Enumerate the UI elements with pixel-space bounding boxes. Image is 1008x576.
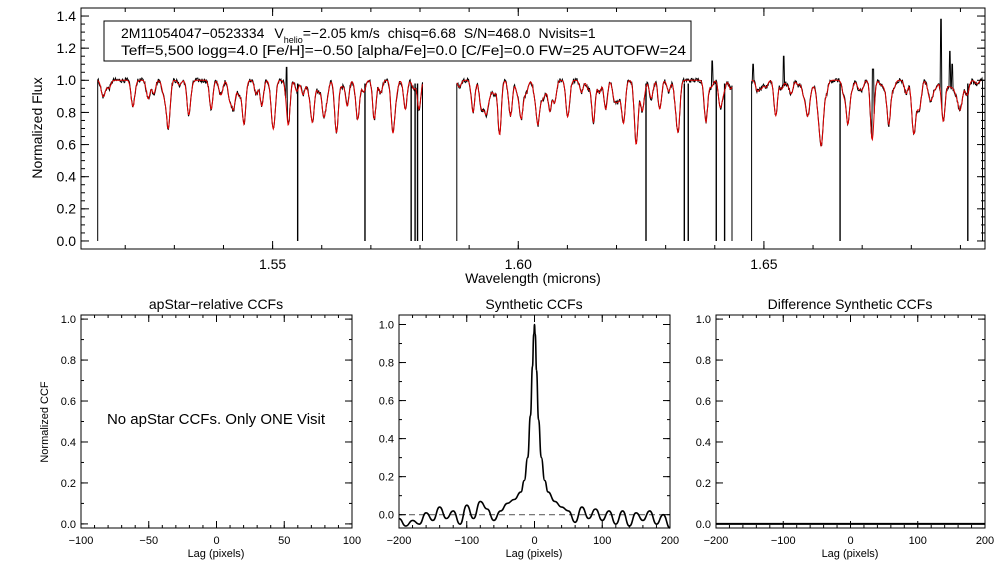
x-tick-label: 1.65: [750, 256, 777, 272]
y-tick-label: 0.2: [696, 478, 711, 490]
y-tick-label: 0.8: [61, 355, 76, 367]
info-line-2: Teff=5,500 logg=4.0 [Fe/H]=−0.50 [alpha/…: [121, 42, 686, 58]
difference-ccf-x-label: Lag (pixels): [822, 548, 879, 560]
difference-ccf-panel: Difference Synthetic CCFs −200 −100 0 100 20…: [696, 296, 994, 560]
difference-ccf-axes-frame: [715, 314, 986, 529]
synthetic-ccf-ticks: −200 −100 0 100 200 0.0 0.2 0.4 0.6 0.8 1.0: [379, 315, 679, 547]
y-tick-label: 0.0: [57, 233, 77, 249]
synthetic-spectrum-line: [97, 79, 423, 134]
x-tick-label: 0: [531, 535, 537, 547]
x-tick-label: −200: [387, 535, 412, 547]
observed-spectrum-line: [456, 60, 733, 241]
y-tick-label: 0.2: [57, 201, 77, 217]
y-tick-label: 1.0: [379, 319, 394, 331]
synthetic-ccf-panel: Synthetic CCFs −200 −100 0 100 200 0.0 0.2 0.4 0…: [379, 296, 679, 560]
synthetic-ccf-axes-frame: [398, 314, 671, 529]
spectrum-panel: 1.55 1.60 1.65 0.0 0.2 0.4 0.6 0.8 1.0 1.2 1.4 Wav…: [29, 7, 986, 286]
synthetic-spectrum-line: [751, 79, 983, 148]
synthetic-ccf-title: Synthetic CCFs: [485, 296, 582, 312]
synthetic-ccf-plot-area: [398, 323, 671, 529]
x-tick-label: −100: [771, 535, 796, 547]
y-tick-label: 0.0: [379, 510, 394, 522]
x-tick-label: −50: [139, 535, 158, 547]
apstar-ccf-title: apStar−relative CCFs: [149, 296, 283, 312]
y-tick-label: 0.8: [57, 104, 77, 120]
x-tick-label: −100: [454, 535, 479, 547]
apstar-ccf-message: No apStar CCFs. Only ONE Visit: [107, 411, 326, 428]
spectrum-ticks: 1.55 1.60 1.65 0.0 0.2 0.4 0.6 0.8 1.0 1.2 1.4: [57, 7, 985, 272]
apstar-ccf-y-label: Normalized CCF: [39, 381, 51, 463]
y-tick-label: 0.2: [379, 472, 394, 484]
vhelio-label: V: [274, 25, 284, 41]
info-box-frame: [103, 20, 692, 62]
x-tick-label: −200: [704, 535, 729, 547]
y-tick-label: 0.2: [61, 478, 76, 490]
apstar-ccf-x-label: Lag (pixels): [188, 548, 245, 560]
spectrum-y-label: Normalized Flux: [29, 77, 45, 178]
nvisits-value: Nvisits=1: [538, 25, 595, 41]
apstar-ccf-panel: apStar−relative CCFs −100 −50 0 50 100 0.0 0.2…: [39, 296, 361, 560]
y-tick-label: 1.0: [696, 314, 711, 326]
y-tick-label: 1.2: [57, 40, 77, 56]
y-tick-label: 0.0: [61, 519, 76, 531]
info-line-1: 2M11054047−0523334 Vhelio=−2.05 km/s chisq…: [121, 25, 596, 45]
synthetic-spectrum-line: [456, 79, 733, 145]
y-tick-label: 0.6: [57, 136, 77, 152]
apstar-ccf-ticks: −100 −50 0 50 100 0.0 0.2 0.4 0.6 0.8 1.0: [61, 314, 361, 547]
y-tick-label: 1.0: [57, 72, 77, 88]
x-tick-label: 200: [661, 535, 679, 547]
difference-ccf-ticks: −200 −100 0 100 200 0.0 0.2 0.4 0.6 0.8 1.0: [696, 314, 994, 547]
x-tick-label: 0: [213, 535, 219, 547]
x-tick-label: −100: [69, 535, 94, 547]
x-tick-label: 1.60: [505, 256, 532, 272]
difference-ccf-title: Difference Synthetic CCFs: [768, 296, 933, 312]
x-tick-label: 0: [847, 535, 853, 547]
y-tick-label: 0.0: [696, 519, 711, 531]
y-tick-label: 0.4: [61, 437, 76, 449]
chisq-value: chisq=6.68: [388, 25, 456, 41]
vhelio-value: =−2.05 km/s: [303, 25, 380, 41]
y-tick-label: 0.4: [57, 169, 77, 185]
star-id: 2M11054047−0523334: [121, 25, 265, 41]
spectrum-x-label: Wavelength (microns): [465, 270, 601, 286]
y-tick-label: 0.4: [379, 433, 394, 445]
vhelio-subscript: helio: [284, 35, 303, 45]
x-tick-label: 100: [593, 535, 611, 547]
x-tick-label: 100: [343, 535, 361, 547]
x-tick-label: 200: [976, 535, 994, 547]
observed-spectrum-line: [751, 18, 983, 241]
y-tick-label: 0.6: [61, 396, 76, 408]
snr-value: S/N=468.0: [464, 25, 531, 41]
synthetic-ccf-line: [398, 323, 671, 529]
y-tick-label: 0.8: [696, 355, 711, 367]
y-tick-label: 0.4: [696, 437, 711, 449]
x-tick-label: 100: [909, 535, 927, 547]
info-box: 2M11054047−0523334 Vhelio=−2.05 km/s chisq…: [103, 20, 692, 62]
y-tick-label: 0.6: [379, 395, 394, 407]
x-tick-label: 50: [278, 535, 290, 547]
y-tick-label: 0.8: [379, 357, 394, 369]
y-tick-label: 1.4: [57, 8, 77, 24]
y-tick-label: 1.0: [61, 314, 76, 326]
synthetic-ccf-x-label: Lag (pixels): [506, 548, 563, 560]
spectrum-plot-area: [97, 18, 983, 241]
y-tick-label: 0.6: [696, 396, 711, 408]
x-tick-label: 1.55: [259, 256, 286, 272]
